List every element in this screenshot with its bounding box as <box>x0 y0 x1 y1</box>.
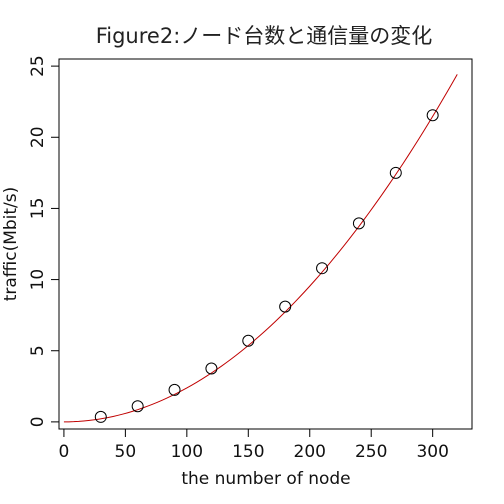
y-tick-label: 20 <box>28 126 48 148</box>
x-tick-label: 0 <box>59 442 70 462</box>
y-tick-label: 10 <box>28 269 48 291</box>
x-tick-label: 150 <box>232 442 264 462</box>
plot-frame <box>59 59 472 429</box>
y-axis-label: traffic(Mbit/s) <box>1 187 21 302</box>
y-tick-label: 15 <box>28 198 48 220</box>
y-tick-label: 25 <box>28 55 48 77</box>
data-point <box>390 167 401 178</box>
data-point <box>95 411 106 422</box>
data-point <box>243 335 254 346</box>
data-point <box>206 363 217 374</box>
x-tick-label: 200 <box>294 442 326 462</box>
data-points <box>95 110 438 423</box>
chart-title: Figure2:ノード台数と通信量の変化 <box>96 24 433 48</box>
data-point <box>169 384 180 395</box>
x-axis-label: the number of node <box>181 469 350 489</box>
y-tick-label: 0 <box>28 416 48 427</box>
x-tick-label: 100 <box>171 442 203 462</box>
x-tick-label: 300 <box>416 442 448 462</box>
data-point <box>427 110 438 121</box>
y-tick-label: 5 <box>28 345 48 356</box>
x-tick-label: 250 <box>355 442 387 462</box>
x-axis: 0 50 100 150 200 250 300 <box>59 429 449 462</box>
data-point <box>280 301 291 312</box>
y-axis: 0 5 10 15 20 25 <box>28 55 59 427</box>
fit-curve <box>64 74 457 422</box>
x-tick-label: 50 <box>115 442 137 462</box>
